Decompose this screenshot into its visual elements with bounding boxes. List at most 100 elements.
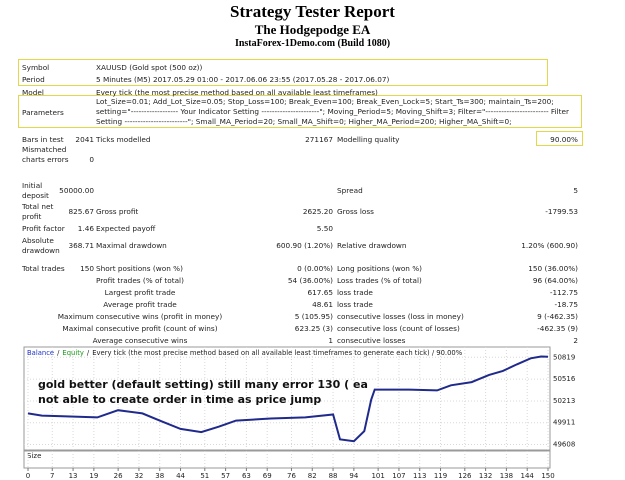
field-value: 600.90 (1.20%) — [276, 241, 333, 250]
field-label: Spread — [337, 186, 363, 195]
field-value: 0 (0.00%) — [297, 264, 333, 273]
field-label: Maximal consecutive profit (count of win… — [62, 324, 218, 333]
x-tick-label: 82 — [308, 472, 317, 480]
field-label: Relative drawdown — [337, 241, 407, 250]
x-tick-label: 126 — [458, 472, 472, 480]
field-value: 0 — [89, 155, 94, 164]
y-tick-label: 50516 — [553, 375, 576, 383]
field-value: 623.25 (3) — [294, 324, 333, 333]
chart-title: Every tick (the most precise method base… — [92, 349, 463, 357]
field-label: Average profit trade — [103, 300, 177, 309]
x-tick-label: 38 — [155, 472, 164, 480]
separator: / — [57, 349, 60, 357]
x-tick-label: 7 — [50, 472, 54, 480]
field-value: 368.71 — [68, 241, 94, 250]
x-tick-label: 119 — [434, 472, 447, 480]
field-label: loss trade — [337, 300, 373, 309]
field-label: Period — [22, 75, 45, 84]
report-title: Strategy Tester Report — [230, 2, 395, 21]
field-label: Gross loss — [337, 207, 374, 216]
chart-header: Balance / Equity / Every tick (the most … — [27, 349, 462, 357]
field-label: consecutive loss (count of losses) — [337, 324, 460, 333]
x-tick-label: 32 — [134, 472, 143, 480]
field-label: Absolute drawdown — [22, 236, 60, 255]
x-tick-label: 107 — [392, 472, 405, 480]
x-tick-label: 138 — [500, 472, 513, 480]
y-tick-label: 50819 — [553, 353, 575, 361]
y-tick-label: 49608 — [553, 441, 575, 449]
highlight-box — [18, 59, 548, 86]
x-tick-label: 101 — [371, 472, 384, 480]
field-label: Long positions (won %) — [337, 264, 423, 273]
field-value: 150 — [80, 264, 94, 273]
field-value: Lot_Size=0.01; Add_Lot_Size=0.05; Stop_L… — [96, 97, 569, 126]
field-value: 90.00% — [550, 135, 578, 144]
field-label: Mismatched charts errors — [22, 145, 69, 164]
field-label: Modelling quality — [337, 135, 400, 144]
field-value: 2 — [573, 336, 578, 345]
field-label: Maximal drawdown — [96, 241, 167, 250]
field-value: 9 (-462.35) — [537, 312, 578, 321]
field-value: 271167 — [305, 135, 333, 144]
field-value: 2041 — [75, 135, 94, 144]
field-value: 617.65 — [307, 288, 333, 297]
x-tick-label: 113 — [413, 472, 426, 480]
field-label: Total trades — [22, 264, 65, 273]
field-label: consecutive losses — [337, 336, 406, 345]
field-value: -1799.53 — [545, 207, 578, 216]
field-value: Every tick (the most precise method base… — [96, 88, 378, 97]
x-tick-label: 94 — [349, 472, 358, 480]
x-tick-label: 26 — [114, 472, 123, 480]
chart-frame — [23, 346, 551, 451]
x-tick-label: 51 — [200, 472, 209, 480]
field-label: Expected payoff — [96, 224, 156, 233]
x-tick-label: 88 — [329, 472, 338, 480]
field-label: Ticks modelled — [96, 135, 151, 144]
field-value: 50000.00 — [59, 186, 94, 195]
field-label: Symbol — [22, 63, 50, 72]
legend-equity: Equity — [62, 349, 84, 357]
x-tick-label: 13 — [69, 472, 78, 480]
field-label: Model — [22, 88, 44, 97]
field-value: 48.61 — [312, 300, 333, 309]
field-value: 1.20% (600.90) — [521, 241, 578, 250]
field-label: Gross profit — [96, 207, 139, 216]
field-label: Profit factor — [22, 224, 65, 233]
field-value: 1.46 — [77, 224, 94, 233]
field-label: Bars in test — [22, 135, 64, 144]
field-value: 2625.20 — [302, 207, 333, 216]
y-tick-label: 49911 — [553, 419, 575, 427]
field-label: Profit trades (% of total) — [96, 276, 184, 285]
x-tick-label: 0 — [26, 472, 30, 480]
x-tick-label: 150 — [541, 472, 554, 480]
field-value: -112.75 — [549, 288, 578, 297]
annotation: gold better (default setting) still many… — [38, 378, 368, 406]
x-tick-label: 76 — [287, 472, 296, 480]
field-value: 5 Minutes (M5) 2017.05.29 01:00 - 2017.0… — [96, 75, 390, 84]
x-tick-label: 57 — [221, 472, 230, 480]
balance-line — [27, 355, 549, 443]
field-value: 1 — [328, 336, 333, 345]
x-tick-label: 44 — [176, 472, 185, 480]
field-value: 825.67 — [68, 207, 94, 216]
x-tick-label: 144 — [521, 472, 535, 480]
field-value: 150 (36.00%) — [528, 264, 578, 273]
field-value: 54 (36.00%) — [287, 276, 333, 285]
size-panel — [23, 450, 551, 469]
highlight-box — [536, 131, 583, 146]
field-value: 96 (64.00%) — [532, 276, 578, 285]
legend-balance: Balance — [27, 349, 55, 357]
field-label: loss trade — [337, 288, 373, 297]
field-label: consecutive losses (loss in money) — [337, 312, 464, 321]
field-label: Short positions (won %) — [96, 264, 183, 273]
field-value: 5.50 — [316, 224, 333, 233]
field-value: -462.35 (9) — [537, 324, 578, 333]
x-tick-label: 19 — [89, 472, 98, 480]
field-label: Parameters — [22, 108, 64, 117]
separator: / — [86, 349, 90, 357]
x-tick-label: 63 — [242, 472, 251, 480]
field-label: Initial deposit — [22, 181, 49, 200]
field-value: -18.75 — [554, 300, 578, 309]
